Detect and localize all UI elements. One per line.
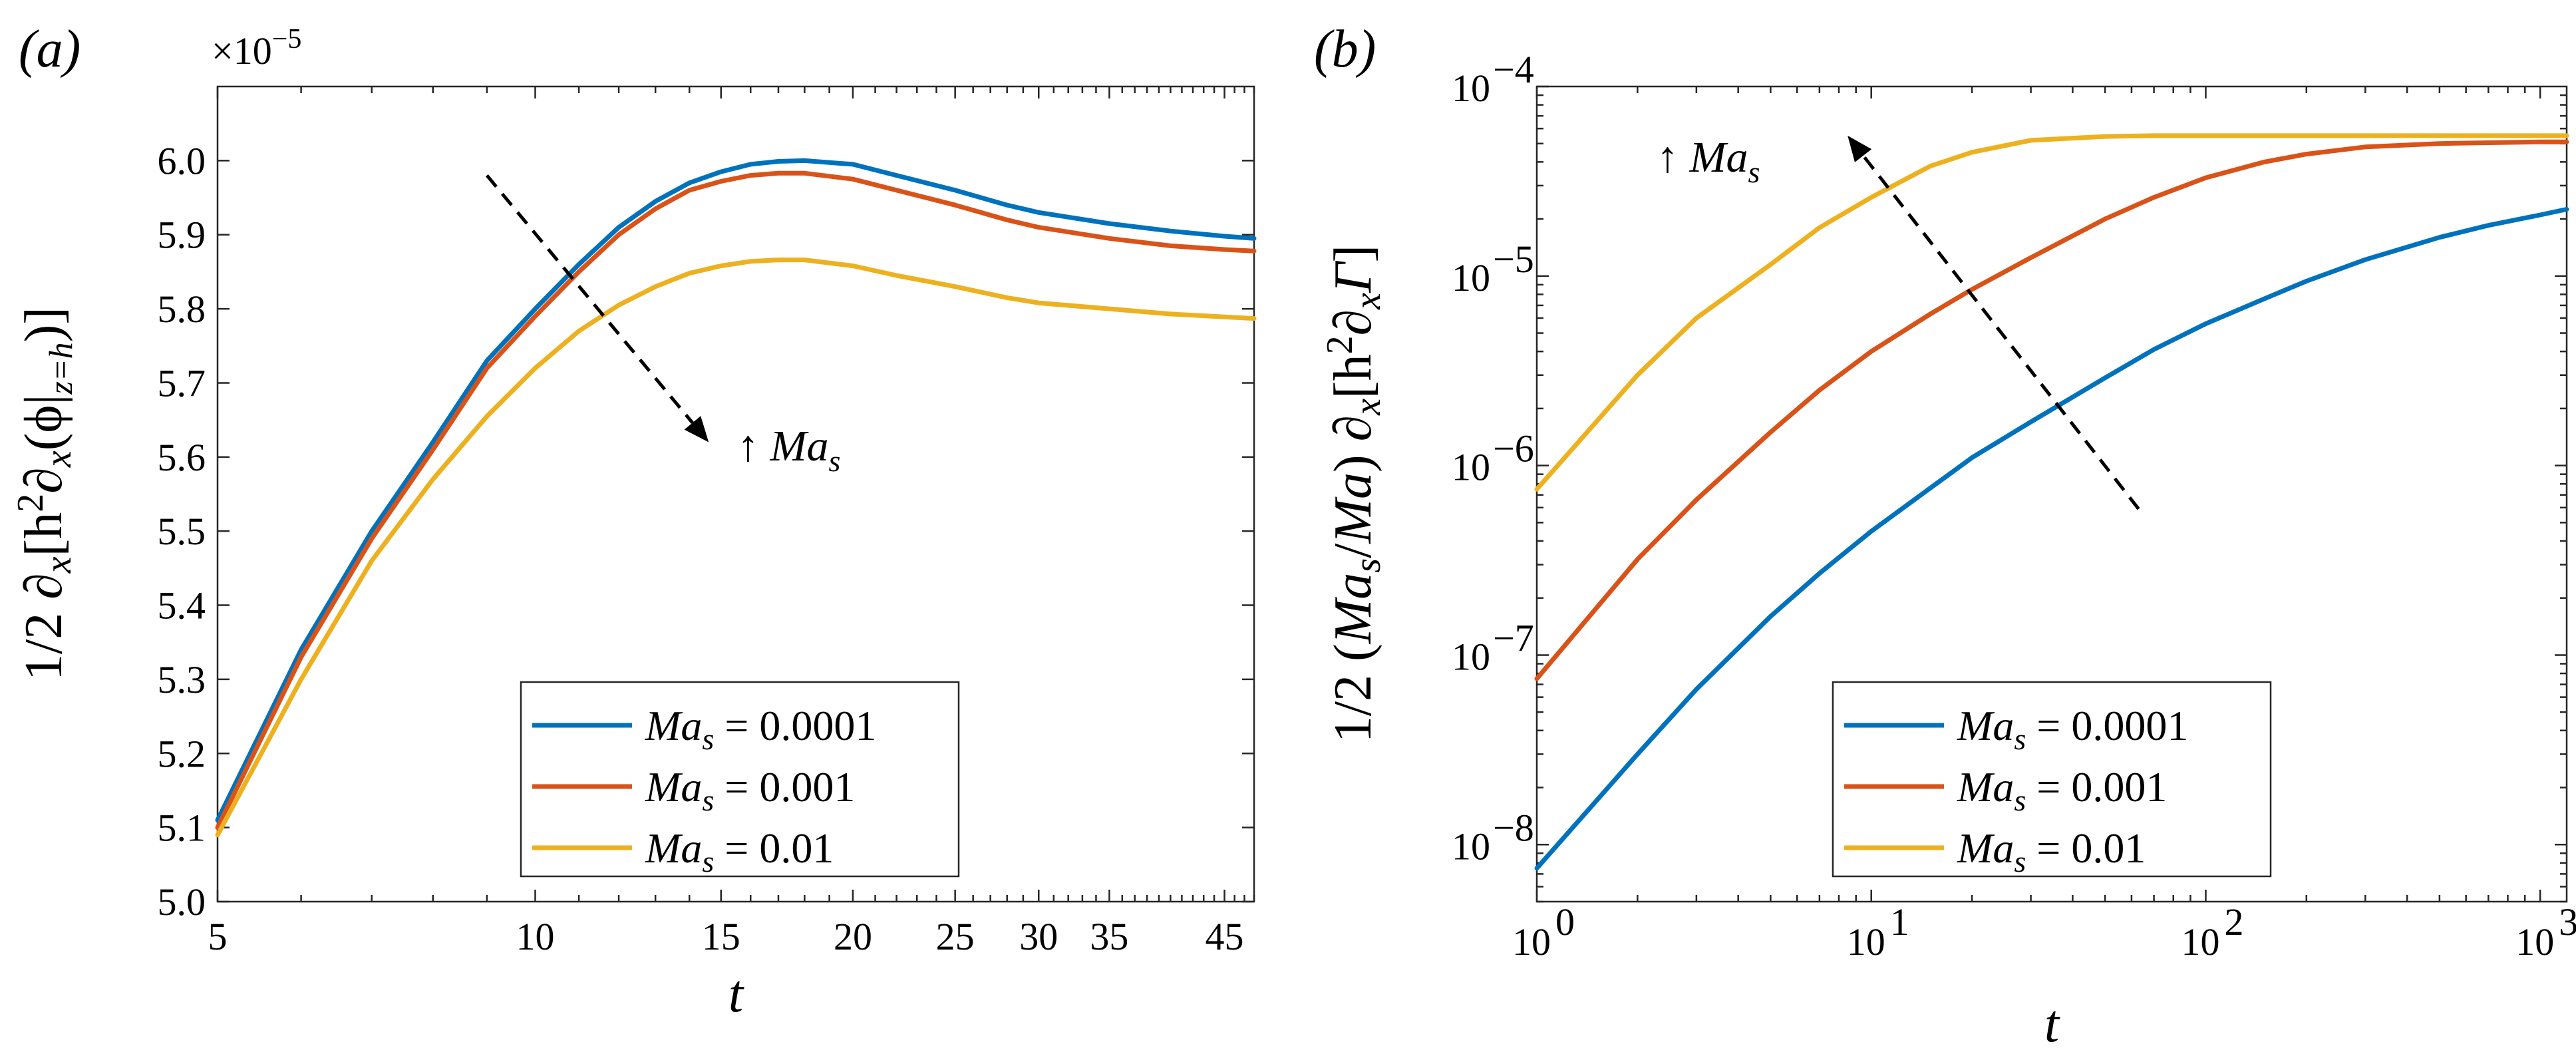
panel-a-plot-area <box>216 85 1255 903</box>
panel-b-x-tick-exponent: 3 <box>2559 900 2576 944</box>
panel-a-y-tick-label: 5.6 <box>158 436 206 479</box>
panel-b-y-tick-exponent: −8 <box>1493 806 1534 849</box>
panel-a-y-tick-label: 5.7 <box>158 361 206 405</box>
panel-b-x-tick-label: 10 <box>2181 920 2219 964</box>
panel-b-series-line-3 <box>1534 133 2569 492</box>
panel-a-x-tick-label: 35 <box>1090 915 1128 958</box>
panel-b-y-tick-label: 10 <box>1452 446 1490 489</box>
panel-b-y-tick-label: 10 <box>1452 635 1490 678</box>
panel-a-y-tick-label: 5.5 <box>158 510 206 553</box>
panel-a-arrow-head <box>684 416 709 443</box>
panel-b-x-tick-labels: 10 0 10 1 10 2 10 3 <box>1512 900 2576 964</box>
panel-b-y-tick-exponent: −6 <box>1493 427 1534 470</box>
panel-b-arrow-head <box>1848 135 1872 162</box>
panel-b: (b) 10−810−710−610−510−4 10 0 10 1 10 2 10 3 ↑ … <box>1314 20 2576 1053</box>
panel-b-legend-label: Mas = 0.01 <box>1957 824 2146 878</box>
panel-b-annotation: ↑ Mas <box>1657 133 2140 510</box>
panel-a-y-tick-labels: 5.0 5.1 5.2 5.3 5.4 5.5 5.6 5.7 5.8 5.9 6.0 <box>158 139 206 924</box>
panel-a-arrow-line <box>485 174 694 424</box>
panel-b-y-tick-label: 10 <box>1452 824 1490 868</box>
panel-a-x-axis-title: t <box>728 965 744 1023</box>
panel-b-x-tick-exponent: 2 <box>2224 900 2243 944</box>
panel-b-series-line-2 <box>1534 139 2569 681</box>
panel-b-legend-label: Mas = 0.001 <box>1957 763 2167 817</box>
panel-b-series <box>1534 133 2569 871</box>
panel-b-legend-label: Mas = 0.0001 <box>1957 702 2188 756</box>
panel-a-y-tick-label: 5.0 <box>158 880 206 924</box>
panel-a-y-tick-label: 6.0 <box>158 139 206 182</box>
panel-a-x-tick-label: 45 <box>1206 915 1244 958</box>
panel-b-x-tick-label: 10 <box>1512 920 1551 964</box>
panel-a-x-tick-label: 30 <box>1019 915 1058 958</box>
panel-b-y-tick-exponent: −4 <box>1493 48 1534 91</box>
panel-a-y-tick-label: 5.2 <box>158 732 206 775</box>
panel-b-legend-box <box>1832 681 2272 878</box>
panel-a-series-line-3 <box>215 258 1257 838</box>
panel-b-y-tick-exponent: −5 <box>1493 238 1534 281</box>
panel-a-y-tick-label: 5.3 <box>158 658 206 701</box>
panel-a-legend-label: Mas = 0.001 <box>645 763 855 817</box>
panel-a-series-line-1 <box>215 158 1257 822</box>
panel-b-x-axis-title: t <box>2044 995 2060 1053</box>
panel-a-tick-marks <box>216 87 1255 903</box>
panel-a-x-tick-labels: 5 10 15 20 25 30 35 45 <box>208 915 1244 958</box>
panel-b-arrow-line <box>1861 154 2140 510</box>
panel-a-y-axis-title: 1/2 ∂x[h2∂x(ϕ|z=h)] <box>10 307 79 681</box>
panel-b-y-tick-labels: 10−810−710−610−510−4 <box>1452 48 1534 868</box>
panel-a-legend-label: Mas = 0.0001 <box>645 702 876 756</box>
panel-a-x-tick-label: 10 <box>516 915 554 958</box>
panel-a-label: (a) <box>19 20 80 79</box>
panel-b-y-tick-label: 10 <box>1452 67 1490 110</box>
panel-a-x-tick-label: 5 <box>208 915 228 958</box>
panel-a-legend: Mas = 0.0001 Mas = 0.001 Mas = 0.01 <box>520 681 960 878</box>
panel-b-annotation-label: ↑ Mas <box>1657 133 1760 189</box>
panel-b-legend: Mas = 0.0001 Mas = 0.001 Mas = 0.01 <box>1832 681 2272 878</box>
panel-b-x-tick-exponent: 1 <box>1890 900 1909 944</box>
panel-b-series-line-1 <box>1534 207 2569 871</box>
panel-a-y-tick-label: 5.9 <box>158 214 206 257</box>
panel-a-annotation-label: ↑ Mas <box>737 422 840 478</box>
panel-b-x-tick-label: 10 <box>1847 920 1885 964</box>
panel-b-y-tick-exponent: −7 <box>1493 616 1534 659</box>
panel-a-series <box>215 158 1257 838</box>
panel-b-y-axis-title: 1/2 (Mas/Ma) ∂x[h2∂xΓ] <box>1319 245 1388 743</box>
panel-a-x-tick-label: 20 <box>834 915 872 958</box>
panel-b-x-tick-label: 10 <box>2515 920 2554 964</box>
panel-a-x-tick-label: 25 <box>936 915 975 958</box>
panel-a-y-tick-label: 5.1 <box>158 806 206 850</box>
panel-b-tick-marks <box>1535 85 2567 903</box>
panel-b-label: (b) <box>1314 20 1376 79</box>
panel-a-annotation: ↑ Mas <box>485 174 840 478</box>
panel-a-y-tick-label: 5.8 <box>158 287 206 331</box>
panel-a-x-tick-label: 15 <box>702 915 740 958</box>
panel-b-x-tick-exponent: 0 <box>1555 900 1575 944</box>
panel-a: (a) ×10−5 5.0 5.1 5.2 5.3 5.4 5.5 5.6 5.7 5.8 5.9… <box>10 20 1257 1023</box>
panel-a-legend-label: Mas = 0.01 <box>645 824 834 878</box>
panel-a-y-tick-label: 5.4 <box>158 584 206 627</box>
panel-a-exponent-label: ×10−5 <box>212 24 301 73</box>
panel-a-series-line-2 <box>215 170 1257 830</box>
panel-b-y-tick-label: 10 <box>1452 256 1490 299</box>
panel-a-legend-box <box>520 681 960 878</box>
